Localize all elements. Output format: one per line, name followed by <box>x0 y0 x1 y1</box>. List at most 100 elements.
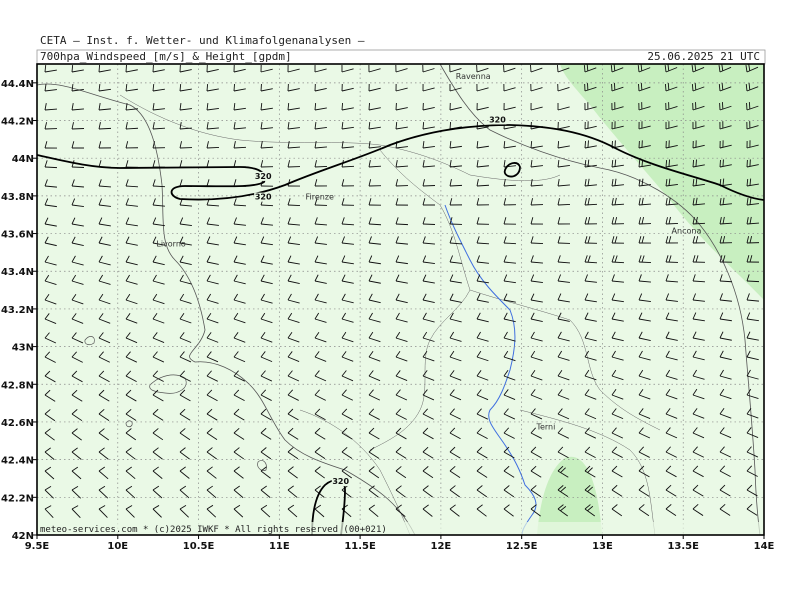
x-tick-label: 9.5E <box>25 541 50 552</box>
wind-barb-shaft <box>719 356 732 361</box>
wind-barb-flag <box>557 160 560 168</box>
wind-barb-flag <box>718 83 721 92</box>
wind-barb-shaft <box>503 126 516 130</box>
wind-barb-flag <box>638 446 645 453</box>
wind-barb-flag <box>44 332 50 339</box>
wind-barb-flag <box>746 331 751 339</box>
wind-barb-flag <box>449 140 452 149</box>
wind-barb-shaft <box>503 145 516 149</box>
wind-barb-flag <box>587 159 590 167</box>
wind-barb-shaft <box>341 451 353 459</box>
wind-barb-flag <box>530 350 536 358</box>
wind-barb-flag <box>746 408 752 415</box>
wind-barb-flag <box>641 255 645 263</box>
wind-barb-shaft <box>98 69 111 73</box>
wind-barb-shaft <box>125 470 136 480</box>
wind-barb-flag <box>503 446 510 453</box>
wind-barb-shaft <box>611 67 624 73</box>
wind-barb-flag <box>152 332 158 339</box>
wind-barb-shaft <box>206 356 219 363</box>
wind-barb-flag <box>611 408 617 415</box>
wind-barb-flag <box>152 447 159 453</box>
wind-barb-flag <box>341 141 344 149</box>
wind-barb-flag <box>422 274 427 282</box>
wind-barb-flag <box>691 83 694 92</box>
wind-barb-shaft <box>341 299 354 304</box>
wind-barb-flag <box>71 389 78 396</box>
wind-barb-flag <box>611 293 616 301</box>
wind-barb-shaft <box>422 299 435 303</box>
wind-barb-shaft <box>314 337 327 343</box>
contour-labels: 320 320 320 320 <box>254 115 507 487</box>
wind-barb-shaft <box>44 356 56 363</box>
wind-barb-shaft <box>530 184 543 187</box>
wind-barb-flag <box>587 178 590 186</box>
contour-label-bg <box>254 171 273 181</box>
wind-barb-flag <box>395 331 401 339</box>
wind-barb-shaft <box>557 145 570 149</box>
x-tick-label: 13.5E <box>667 541 699 552</box>
wind-barb-shaft <box>557 337 570 342</box>
wind-barb-shaft <box>395 470 407 479</box>
wind-barb-shaft <box>746 394 759 400</box>
wind-barb-flag <box>665 255 669 263</box>
wind-barb-shaft <box>422 185 436 187</box>
wind-barb-flag <box>748 63 751 71</box>
wind-barb-shaft <box>287 280 300 285</box>
wind-barb-flag <box>638 388 644 396</box>
contour-320-closed-small <box>503 162 521 178</box>
wind-barb-flag <box>557 369 563 377</box>
wind-barb-flag <box>530 160 533 168</box>
wind-barb-shaft <box>98 413 110 421</box>
wind-barb-flag <box>722 216 725 224</box>
wind-barb-flag <box>179 217 184 225</box>
wind-barb-shaft <box>206 223 219 226</box>
wind-barb-shaft <box>530 356 543 361</box>
wind-barb-shaft <box>530 242 544 244</box>
wind-barb-flag <box>44 466 52 472</box>
wind-barb-flag <box>314 217 318 225</box>
wind-barb-shaft <box>422 413 434 420</box>
wind-barb-shaft <box>368 280 381 284</box>
wind-barb-flag <box>98 409 105 415</box>
wind-barb-shaft <box>179 394 191 402</box>
wind-barb-flag <box>206 255 211 263</box>
wind-barb-flag <box>233 408 240 415</box>
wind-barb-flag <box>395 293 400 301</box>
wind-barb-flag <box>746 178 749 187</box>
wind-barb-flag <box>233 141 236 149</box>
wind-barb-shaft <box>449 299 462 303</box>
wind-barb-flag <box>583 64 586 73</box>
wind-barb-flag <box>449 427 456 434</box>
wind-barb-flag <box>395 389 401 396</box>
wind-barb-flag <box>718 65 721 73</box>
wind-barb-shaft <box>449 165 462 168</box>
wind-barb-shaft <box>692 413 705 419</box>
wind-barb-shaft <box>611 508 623 517</box>
wind-barb-shaft <box>71 337 84 344</box>
wind-barb-shaft <box>692 86 705 92</box>
wind-barb-shaft <box>206 242 219 246</box>
wind-barb-shaft <box>476 318 489 323</box>
wind-barb-shaft <box>44 261 57 266</box>
wind-barb-flag <box>611 179 614 187</box>
wind-barb-flag <box>98 236 103 244</box>
wind-barb-shaft <box>368 68 381 73</box>
wind-barb-flag <box>287 485 294 491</box>
wind-barb-shaft <box>341 470 353 479</box>
wind-barb-flag <box>341 389 347 396</box>
wind-barb-flag <box>476 370 482 377</box>
wind-barb-flag <box>179 122 182 130</box>
wind-barb-flag <box>233 122 236 130</box>
wind-barb-flag <box>638 350 643 358</box>
wind-barb-shaft <box>449 413 461 420</box>
wind-barb-shaft <box>314 261 327 265</box>
wind-barb-flag <box>98 332 104 339</box>
wind-barb-flag <box>368 255 373 263</box>
wind-barb-flag <box>98 198 103 206</box>
wind-barb-flag <box>395 312 400 320</box>
wind-barb-shaft <box>422 68 435 73</box>
wind-barb-flag <box>44 160 48 168</box>
wind-barb-shaft <box>314 88 327 92</box>
